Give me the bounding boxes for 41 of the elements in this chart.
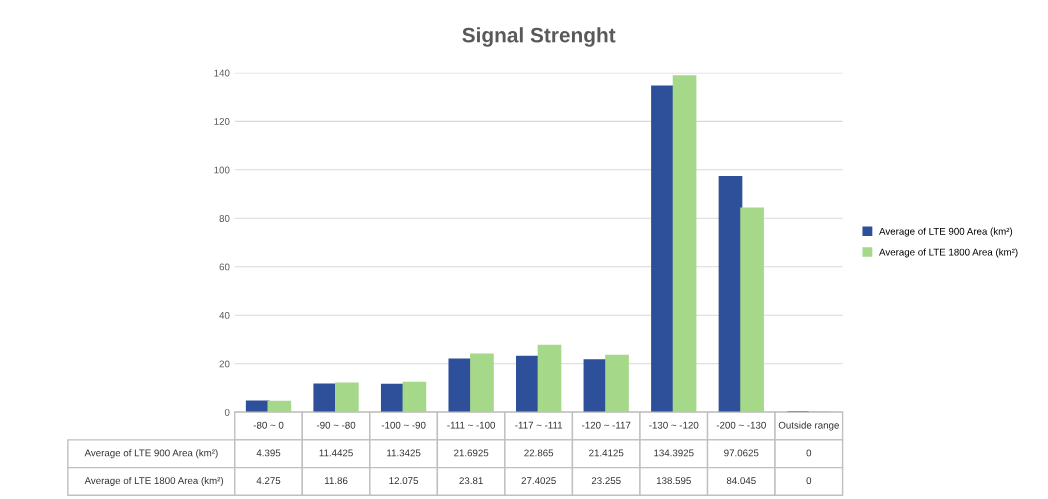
x-tick-label: -200 ~ -130 [716,421,766,429]
x-tick-label: -117 ~ -111 [515,421,563,429]
data-label: 0 [806,477,812,485]
y-tick-label: 120 [214,118,230,125]
data-label: 0 [806,449,812,457]
data-label: 21.6925 [454,449,489,457]
data-label: 84.045 [726,477,756,485]
data-label: 12.075 [389,477,419,485]
y-tick-label: 40 [219,311,230,319]
data-label: 11.3425 [387,449,421,457]
data-label: 23.255 [591,477,621,485]
y-tick-label: 20 [219,360,230,368]
data-label: 22.865 [524,449,554,457]
x-tick-label: -90 ~ -80 [316,421,356,429]
x-tick-label: -100 ~ -90 [381,421,426,429]
data-label: 134.3925 [654,449,694,457]
text: Average of LTE 900 Area (km²) [84,449,218,459]
data-label: 11.4425 [319,449,353,457]
bar [267,400,292,413]
y-tick-label: 60 [219,263,230,271]
data-label: 4.275 [256,477,281,485]
data-label: 27.4025 [521,477,556,485]
x-tick-label: -111 ~ -100 [447,421,496,429]
data-label: 4.395 [256,449,281,457]
x-tick-label: -120 ~ -117 [582,421,631,429]
text: Average of LTE 1800 Area (km²) [84,476,224,486]
x-tick-label: Outside range [778,421,839,431]
legend-label: Average of LTE 900 Area (km²) [879,227,1013,237]
x-tick-label: -130 ~ -120 [649,421,699,429]
data-label: 138.595 [656,477,691,485]
y-tick-label: 0 [224,408,230,416]
data-label: 97.0625 [724,449,759,457]
data-label: 11.86 [325,477,348,485]
y-tick-label: 100 [214,166,230,174]
chart-title: Signal Strenght [462,27,616,47]
x-tick-label: -80 ~ 0 [253,421,284,429]
data-label: 21.4125 [589,449,624,457]
y-tick-label: 140 [214,69,230,77]
data-label: 23.81 [459,477,483,485]
legend-label: Average of LTE 1800 Area (km²) [879,248,1018,258]
y-tick-label: 80 [219,215,230,222]
